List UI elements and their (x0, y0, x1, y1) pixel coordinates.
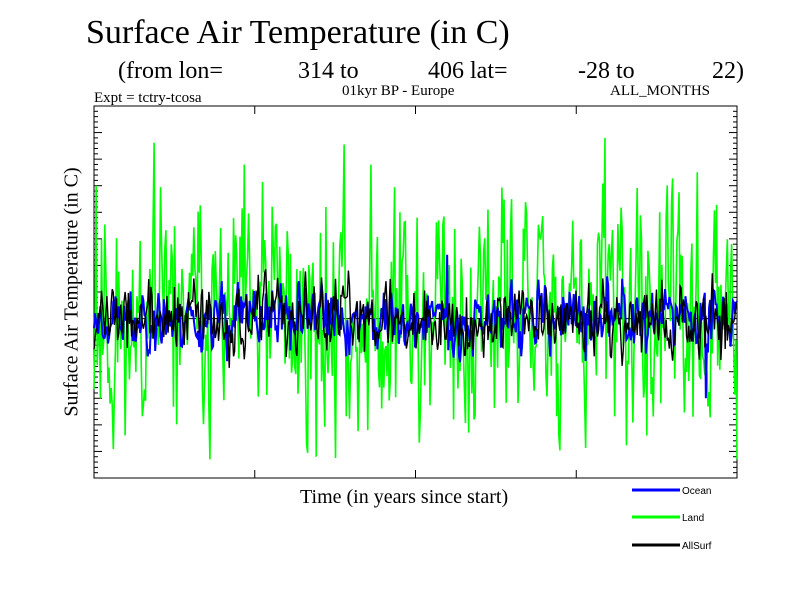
legend-label-allsurf: AllSurf (682, 541, 712, 552)
subtitle-from: (from lon= (118, 58, 223, 84)
series-group (93, 137, 738, 460)
subtitle-lat-start: -28 to (578, 58, 635, 84)
months-label: ALL_MONTHS (610, 83, 710, 99)
period-label: 01kyr BP - Europe (342, 83, 455, 99)
experiment-label: Expt = tctry-tcosa (94, 90, 202, 106)
series-line-land (93, 137, 738, 460)
legend-label-land: Land (682, 513, 704, 524)
series-line-allsurf (93, 269, 738, 368)
axis-ticks (93, 105, 738, 479)
legend: Ocean Land AllSurf (632, 486, 712, 552)
subtitle-lat-end: 22) (712, 58, 744, 84)
chart-title: Surface Air Temperature (in C) (86, 14, 510, 51)
x-axis-label: Time (in years since start) (300, 486, 509, 508)
legend-label-ocean: Ocean (682, 486, 711, 497)
subtitle-lon-end: 406 lat= (428, 58, 508, 84)
subtitle-lon-start: 314 to (298, 58, 359, 84)
